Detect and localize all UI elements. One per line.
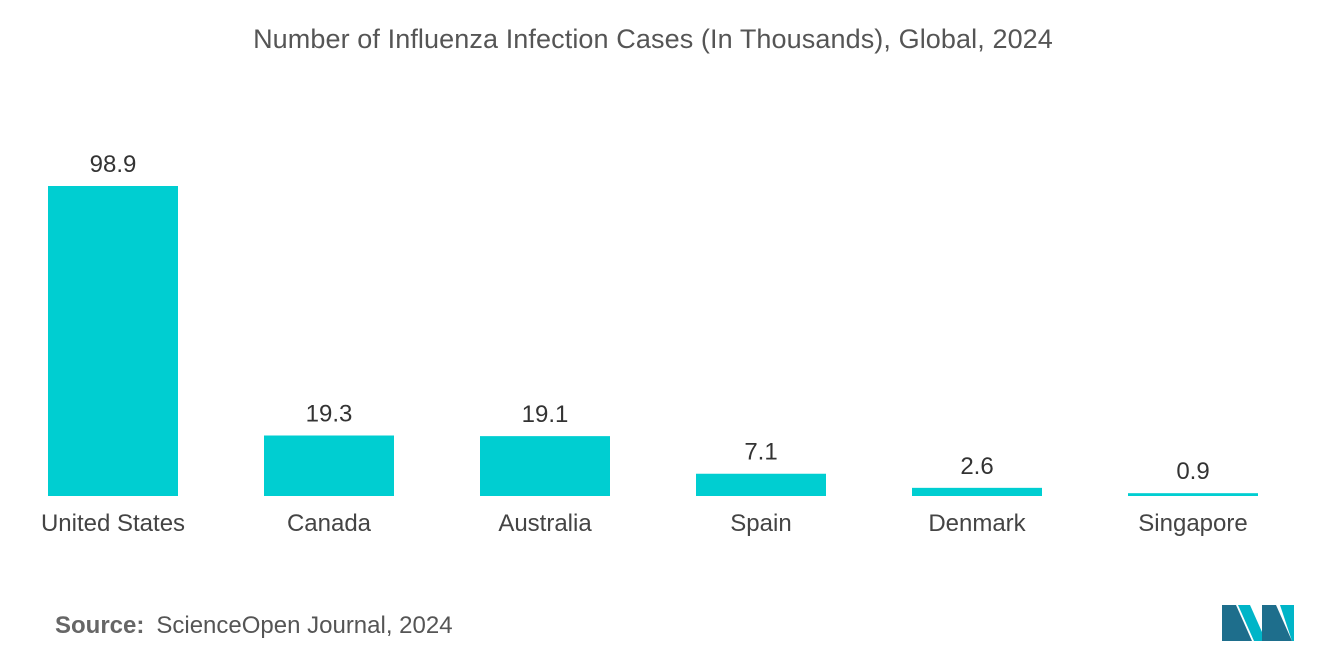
category-label: Canada: [287, 510, 372, 537]
source-line: Source: ScienceOpen Journal, 2024: [55, 612, 453, 640]
bar-value-label: 19.3: [306, 401, 353, 428]
bar-singapore: [1128, 493, 1258, 496]
bar-value-label: 7.1: [744, 439, 777, 466]
category-label: United States: [41, 510, 185, 537]
category-label: Denmark: [928, 510, 1026, 537]
category-label: Singapore: [1138, 510, 1247, 537]
bar-value-label: 0.9: [1176, 458, 1209, 485]
bar-spain: [696, 473, 826, 496]
category-label: Spain: [730, 510, 791, 537]
bar-denmark: [912, 487, 1042, 496]
bar-value-label: 98.9: [90, 151, 137, 178]
mordor-intelligence-logo-icon: [1222, 605, 1294, 641]
source-label: Source:: [55, 612, 145, 639]
chart-title: Number of Influenza Infection Cases (In …: [253, 24, 1053, 54]
bar-value-label: 19.1: [522, 401, 569, 428]
category-label: Australia: [498, 510, 592, 537]
bars-group: 98.9 United States 19.3 Canada 19.1 Australia…: [41, 151, 1258, 537]
bar-australia: [480, 436, 610, 496]
source-text: ScienceOpen Journal, 2024: [156, 612, 453, 639]
bar-value-label: 2.6: [960, 453, 993, 480]
bar-canada: [264, 435, 394, 496]
bar-united-states: [48, 186, 178, 496]
